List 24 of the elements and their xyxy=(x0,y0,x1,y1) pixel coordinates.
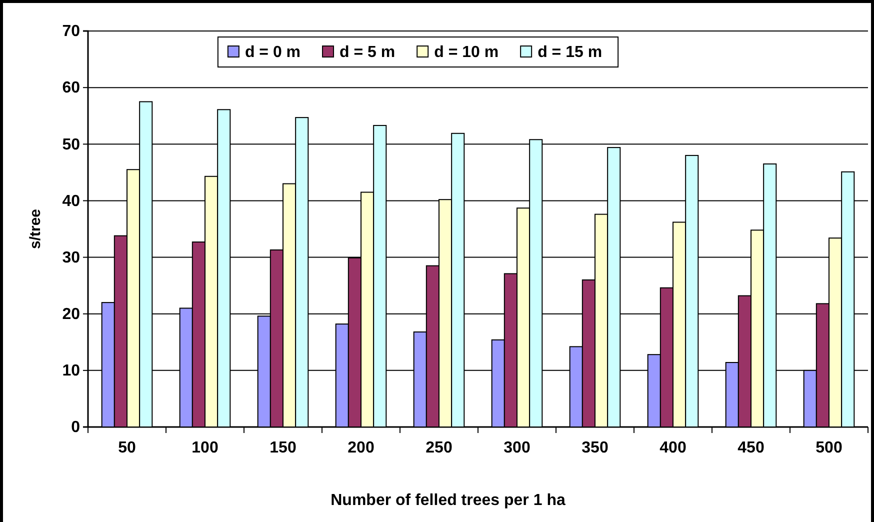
x-axis-title: Number of felled trees per 1 ha xyxy=(330,492,566,509)
y-tick-label: 70 xyxy=(62,23,80,40)
legend-label: d = 10 m xyxy=(434,44,499,61)
y-axis-title: s/tree xyxy=(27,208,44,250)
y-tick-label: 10 xyxy=(62,362,80,380)
legend-label: d = 15 m xyxy=(538,44,602,61)
x-tick-label: 500 xyxy=(816,439,842,456)
x-tick-label: 200 xyxy=(348,439,374,456)
legend-label: d = 5 m xyxy=(340,44,396,61)
x-tick-label: 250 xyxy=(426,439,452,456)
x-tick-label: 350 xyxy=(582,439,608,456)
y-tick-label: 30 xyxy=(62,249,80,266)
x-tick-label: 50 xyxy=(118,439,136,456)
y-tick-label: 60 xyxy=(62,80,80,97)
x-tick-label: 400 xyxy=(660,439,686,456)
y-tick-label: 0 xyxy=(71,419,80,436)
x-tick-label: 300 xyxy=(504,439,530,456)
x-tick-label: 150 xyxy=(270,439,296,456)
y-tick-label: 20 xyxy=(62,306,80,323)
x-tick-label: 450 xyxy=(738,439,764,456)
legend-label: d = 0 m xyxy=(244,44,301,61)
y-tick-label: 50 xyxy=(62,136,80,154)
x-tick-label: 100 xyxy=(192,439,218,456)
y-tick-label: 40 xyxy=(62,192,80,210)
